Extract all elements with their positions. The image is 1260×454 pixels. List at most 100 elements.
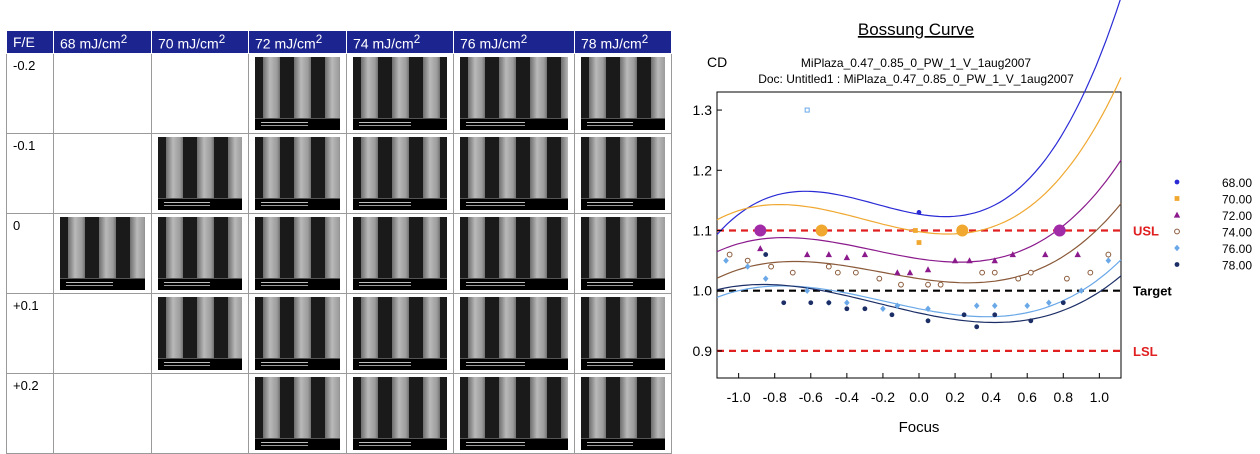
sem-image [158,297,242,370]
x-tick-label: -0.8 [763,389,787,405]
data-point-76.00 [1078,287,1085,294]
bossung-chart: Bossung Curve MiPlaza_0.47_0.85_0_PW_1_V… [693,0,1252,436]
sem-image-cell [574,53,672,134]
x-tick-label: -1.0 [727,389,751,405]
data-point-74.00 [925,281,931,288]
data-point-70.00 [804,107,810,113]
data-point-72.00 [924,266,932,273]
data-point-76.00 [880,305,886,312]
empty-cell [151,373,249,454]
legend-marker-70.00 [1174,196,1180,201]
data-point-74.00 [979,269,986,276]
sem-image-cell [346,373,454,454]
focus-row-label: -0.1 [6,133,54,214]
sem-image [460,137,568,210]
data-point-74.00 [1063,275,1070,282]
y-tick-label: 1.0 [693,283,713,299]
empty-cell [53,373,152,454]
data-point-74.00 [834,269,841,276]
data-point-72.00 [906,269,914,276]
matrix-row: +0.1 [6,293,672,374]
sem-image [581,377,665,450]
sem-image [255,297,340,370]
data-point-76.00 [723,257,729,264]
data-point-78.00 [992,312,998,318]
data-point-76.00 [1024,302,1031,309]
fit-curve-72.00 [716,159,1122,263]
empty-cell [53,53,152,134]
data-point-72.00 [803,251,811,258]
sem-image [581,137,665,210]
sem-image [460,217,568,290]
sem-image-cell [453,373,575,454]
data-point-76.00 [1046,299,1052,306]
x-tick-label: -0.2 [871,389,895,405]
data-point-74.00 [1087,269,1094,276]
data-point-72.00 [825,251,833,258]
data-point-70.00 [912,228,918,233]
data-point-74.00 [1105,251,1112,258]
sem-image-cell [453,133,575,214]
dose-column-header: 72 mJ/cm2 [248,30,347,54]
data-point-78.00 [1060,300,1066,306]
legend-marker-78.00 [1174,262,1180,267]
data-point-72.00 [1074,251,1081,258]
data-point-74.00 [937,281,944,288]
data-point-72.00 [1042,251,1049,258]
y-tick-label: 1.1 [693,222,713,238]
focus-row-label: +0.2 [6,373,54,454]
window-point [815,224,828,237]
data-point-78.00 [781,300,787,306]
reference-label-target: Target [1133,284,1172,299]
sem-image [255,137,340,210]
matrix-row: +0.2 [6,373,672,454]
data-point-74.00 [991,269,998,276]
data-point-72.00 [861,251,869,258]
empty-cell [151,53,249,134]
window-point [754,224,767,237]
sem-image-cell [151,133,249,214]
fit-curve-74.00 [716,203,1122,284]
data-point-74.00 [876,275,883,282]
sem-image-cell [248,133,347,214]
fit-curve-78.00 [716,275,1122,324]
sem-image [460,377,568,450]
sem-image [460,57,568,130]
data-point-78.00 [826,300,832,306]
x-tick-label: 0.2 [945,389,965,405]
sem-image-cell [248,213,347,294]
data-point-74.00 [768,263,775,270]
x-tick-label: 0.8 [1054,389,1074,405]
sem-image-cell [574,213,672,294]
sem-image-cell [346,53,454,134]
y-tick-label: 1.3 [693,102,713,118]
focus-row-label: -0.2 [6,53,54,134]
sem-image [353,217,447,290]
sem-image [581,297,665,370]
data-point-76.00 [991,302,998,309]
sem-image [581,217,665,290]
sem-image-cell [574,373,672,454]
x-tick-label: 0.6 [1017,389,1037,405]
focus-exposure-matrix: F/E 68 mJ/cm2 70 mJ/cm2 72 mJ/cm2 74 mJ/… [6,30,672,454]
sem-image-cell [574,133,672,214]
data-point-74.00 [726,251,733,258]
x-axis-label: Focus [899,419,940,436]
data-point-76.00 [1105,257,1112,264]
sem-image [60,217,145,290]
data-point-72.00 [894,269,901,276]
empty-cell [53,133,152,214]
dose-column-header: 70 mJ/cm2 [151,30,249,54]
legend-label-74.00: 74.00 [1222,226,1252,240]
fit-curve-70.00 [716,77,1122,235]
legend-marker-74.00 [1174,228,1180,235]
sem-image-cell [53,213,152,294]
y-axis-label: CD [707,54,727,70]
sem-image [353,57,447,130]
sem-image [353,297,447,370]
sem-image [158,137,242,210]
data-point-74.00 [825,263,832,270]
sem-image [158,217,242,290]
legend-label-78.00: 78.00 [1222,259,1252,273]
legend-marker-76.00 [1174,244,1180,252]
